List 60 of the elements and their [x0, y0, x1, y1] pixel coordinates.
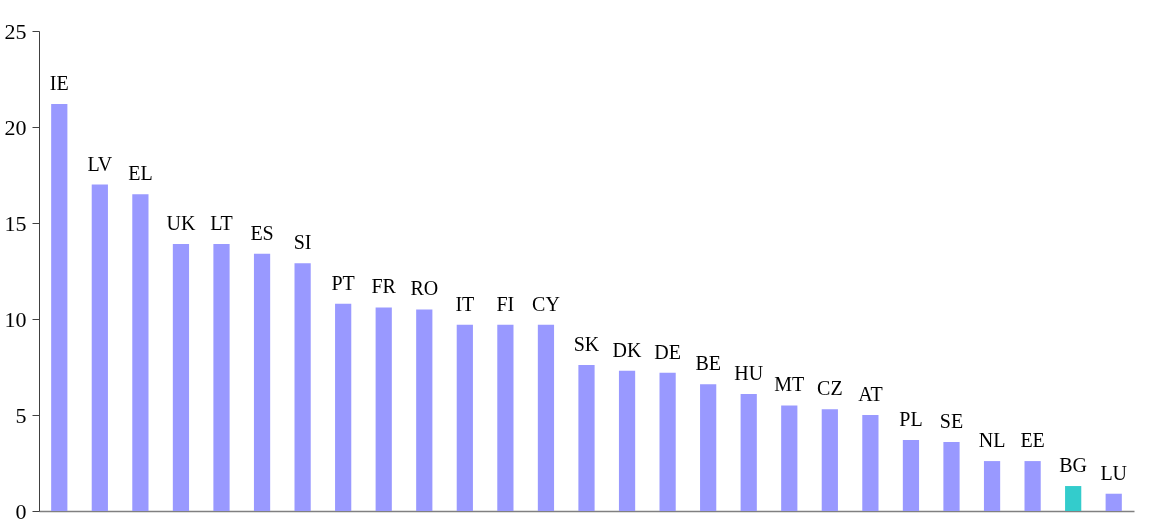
bar [456, 324, 473, 511]
bar [375, 307, 392, 511]
x-tick-label: EL [128, 162, 153, 185]
bar [659, 372, 676, 511]
x-tick-label: CY [532, 292, 560, 315]
y-tick-label: 10 [4, 306, 27, 332]
x-tick-label: DE [654, 340, 681, 363]
x-tick-label: RO [410, 277, 439, 300]
x-tick-label: FI [496, 292, 515, 315]
bar [578, 365, 595, 511]
x-tick-label: SK [573, 333, 600, 356]
bar [862, 415, 879, 511]
x-tick-label: DK [612, 338, 643, 361]
bar [821, 409, 838, 511]
bar [132, 194, 149, 511]
bar [983, 461, 1001, 511]
y-tick-label: 0 [15, 498, 27, 524]
x-tick-label: LV [87, 152, 113, 175]
x-tick-label: ES [250, 221, 274, 244]
x-tick-label: BE [695, 352, 721, 375]
bar [91, 184, 108, 511]
bar [253, 253, 271, 511]
x-tick-label: SE [939, 409, 964, 432]
x-tick-label: IT [455, 292, 475, 315]
bar [537, 324, 555, 511]
x-tick-label: IE [49, 71, 69, 94]
bar [902, 439, 920, 511]
x-tick-label: PL [899, 407, 923, 430]
x-tick-label: CZ [817, 377, 843, 400]
x-tick-label: HU [734, 361, 764, 384]
bar [51, 103, 68, 511]
bar [1105, 493, 1122, 511]
bar [700, 384, 717, 511]
bar [497, 324, 514, 511]
bar [740, 393, 757, 511]
x-tick-label: NL [978, 429, 1006, 452]
bar [294, 263, 311, 511]
x-tick-label: FR [371, 275, 397, 298]
x-tick-label: LU [1100, 461, 1128, 484]
x-tick-label: LT [210, 212, 233, 235]
x-tick-label: EE [1020, 429, 1045, 452]
x-tick-label: AT [858, 383, 883, 405]
y-tick-label: 25 [4, 18, 27, 44]
bar [781, 405, 798, 511]
y-tick-label: 20 [4, 114, 27, 140]
bar [943, 441, 960, 511]
x-tick-label: MT [774, 373, 805, 396]
x-tick-label: SI [293, 231, 312, 254]
bar [172, 244, 190, 511]
bar [213, 244, 230, 511]
y-tick-label: 15 [4, 210, 27, 236]
x-tick-label: UK [166, 212, 196, 235]
x-tick-label: PT [331, 271, 355, 294]
y-tick-label: 5 [15, 402, 27, 428]
bar [1065, 486, 1082, 511]
bar [1024, 461, 1041, 511]
x-tick-label: BG [1059, 454, 1088, 477]
bar [618, 370, 636, 511]
bar [335, 303, 352, 511]
bar [416, 309, 433, 511]
